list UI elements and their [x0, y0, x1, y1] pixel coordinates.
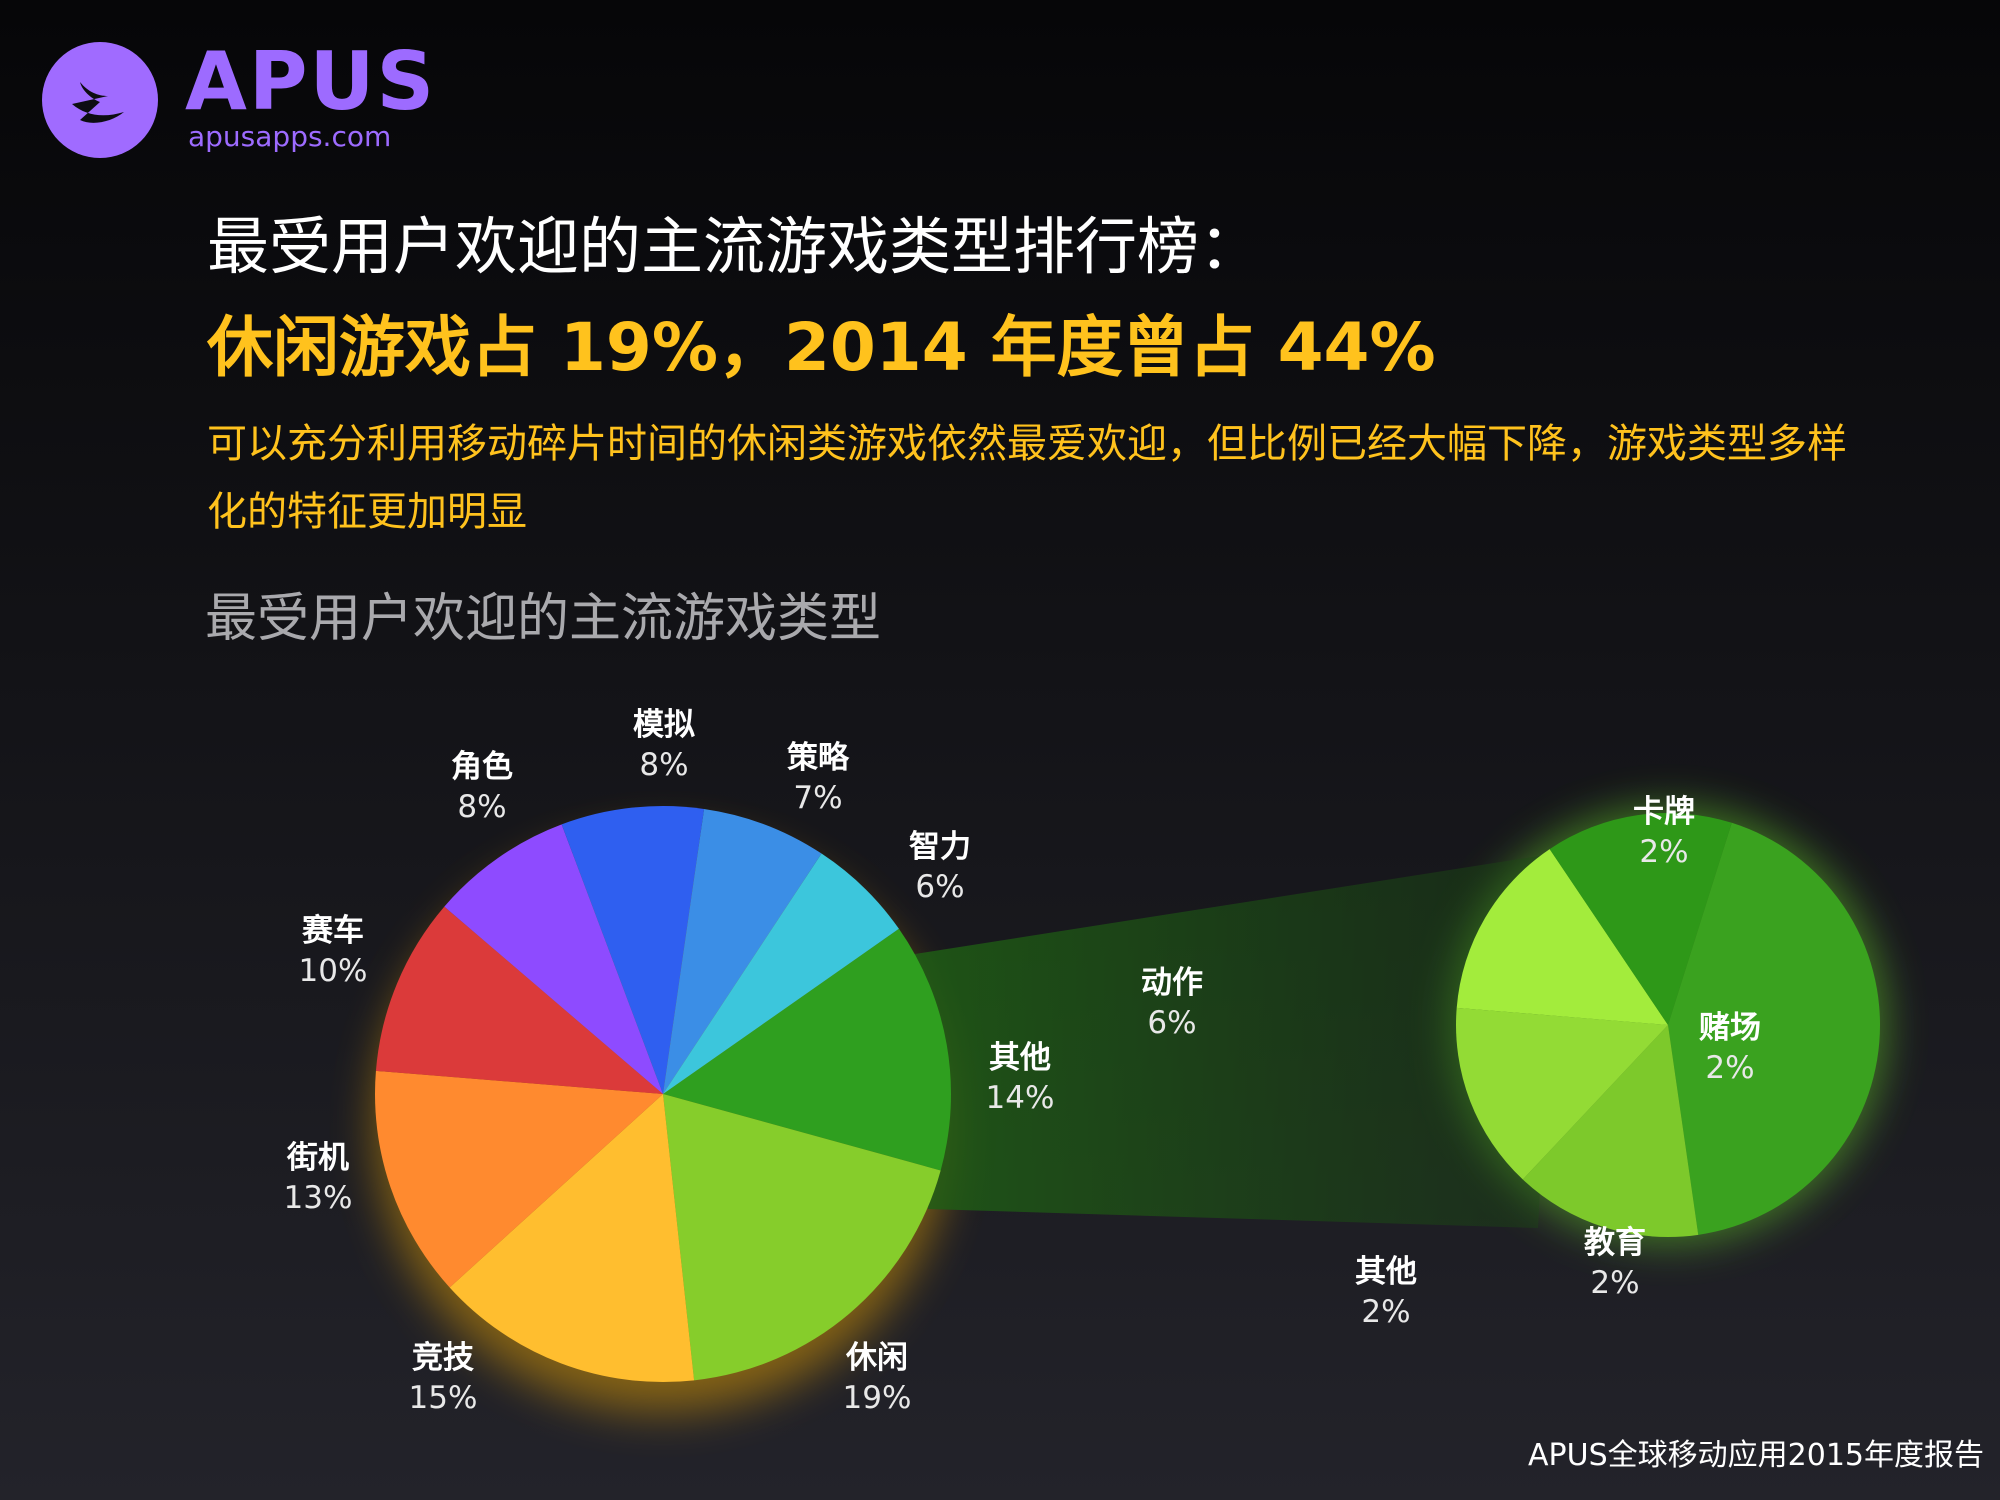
main-pie-label-5: 角色 — [451, 749, 513, 785]
main-pie-slice-7 — [663, 808, 822, 1094]
brand-url: apusapps.com — [188, 120, 392, 153]
sub-pie-label-2: 赌场 — [1699, 1010, 1761, 1046]
main-pie-slice-4 — [375, 906, 663, 1094]
sub-pie-label-1: 卡牌 — [1633, 794, 1695, 830]
sub-pie-value-2: 2% — [1705, 1050, 1754, 1086]
main-pie-value-7: 7% — [793, 780, 842, 816]
main-pie-label-6: 模拟 — [633, 707, 695, 743]
main-pie-value-5: 8% — [457, 789, 506, 825]
main-pie-value-3: 13% — [284, 1180, 353, 1216]
report-footer: APUS全球移动应用2015年度报告 — [1528, 1438, 1984, 1473]
brand-name: APUS — [185, 35, 437, 128]
main-pie-slice-6 — [561, 805, 705, 1094]
page-description: 可以充分利用移动碎片时间的休闲类游戏依然最爱欢迎，但比例已经大幅下降，游戏类型多… — [207, 421, 1847, 535]
sub-pie-slice-0 — [1668, 822, 1881, 1235]
sub-pie-value-3: 2% — [1590, 1265, 1639, 1301]
main-pie-value-6: 8% — [639, 747, 688, 783]
main-pie-label-1: 休闲 — [845, 1340, 908, 1376]
main-pie-label-3: 街机 — [286, 1140, 349, 1176]
main-pie-label-0: 其他 — [989, 1040, 1051, 1076]
pie-connector — [915, 853, 1558, 1228]
apus-logo-icon — [42, 42, 158, 158]
page-subheadline: 休闲游戏占 19%，2014 年度曾占 44% — [207, 309, 1436, 386]
main-pie-label-8: 智力 — [909, 829, 971, 865]
main-pie-slice-3 — [375, 1070, 663, 1288]
main-pie-slice-8 — [663, 853, 899, 1094]
swallow-icon — [72, 82, 124, 123]
sub-pie-slice-4 — [1549, 812, 1732, 1025]
main-pie-label-4: 赛车 — [302, 913, 364, 949]
main-pie-value-0: 14% — [986, 1080, 1055, 1116]
sub-pie-value-1: 2% — [1639, 834, 1688, 870]
sub-pie-label-4: 其他 — [1355, 1254, 1417, 1290]
sub-pie-value-0: 6% — [1147, 1005, 1196, 1041]
sub-pie-slice-1 — [1522, 1025, 1699, 1238]
main-pie-value-8: 6% — [915, 869, 964, 905]
sub-pie-label-3: 教育 — [1584, 1225, 1646, 1261]
main-pie-slice-5 — [444, 824, 663, 1094]
sub-pie-slice-3 — [1456, 849, 1668, 1025]
page-headline: 最受用户欢迎的主流游戏类型排行榜： — [207, 210, 1262, 283]
main-pie-label-7: 策略 — [787, 740, 850, 776]
main-pie-value-4: 10% — [299, 953, 368, 989]
main-pie-label-2: 竞技 — [412, 1340, 474, 1376]
main-pie-slice-0 — [663, 928, 952, 1171]
main-pie-value-1: 19% — [843, 1380, 912, 1416]
sub-pie-label-0: 动作 — [1141, 965, 1203, 1001]
main-pie-slice-1 — [663, 1094, 941, 1381]
sub-pie-value-4: 2% — [1361, 1294, 1410, 1330]
sub-pie-slice-2 — [1456, 1007, 1668, 1180]
main-pie-value-2: 15% — [409, 1380, 478, 1416]
chart-title: 最受用户欢迎的主流游戏类型 — [205, 589, 882, 649]
main-pie-slice-2 — [449, 1094, 695, 1383]
